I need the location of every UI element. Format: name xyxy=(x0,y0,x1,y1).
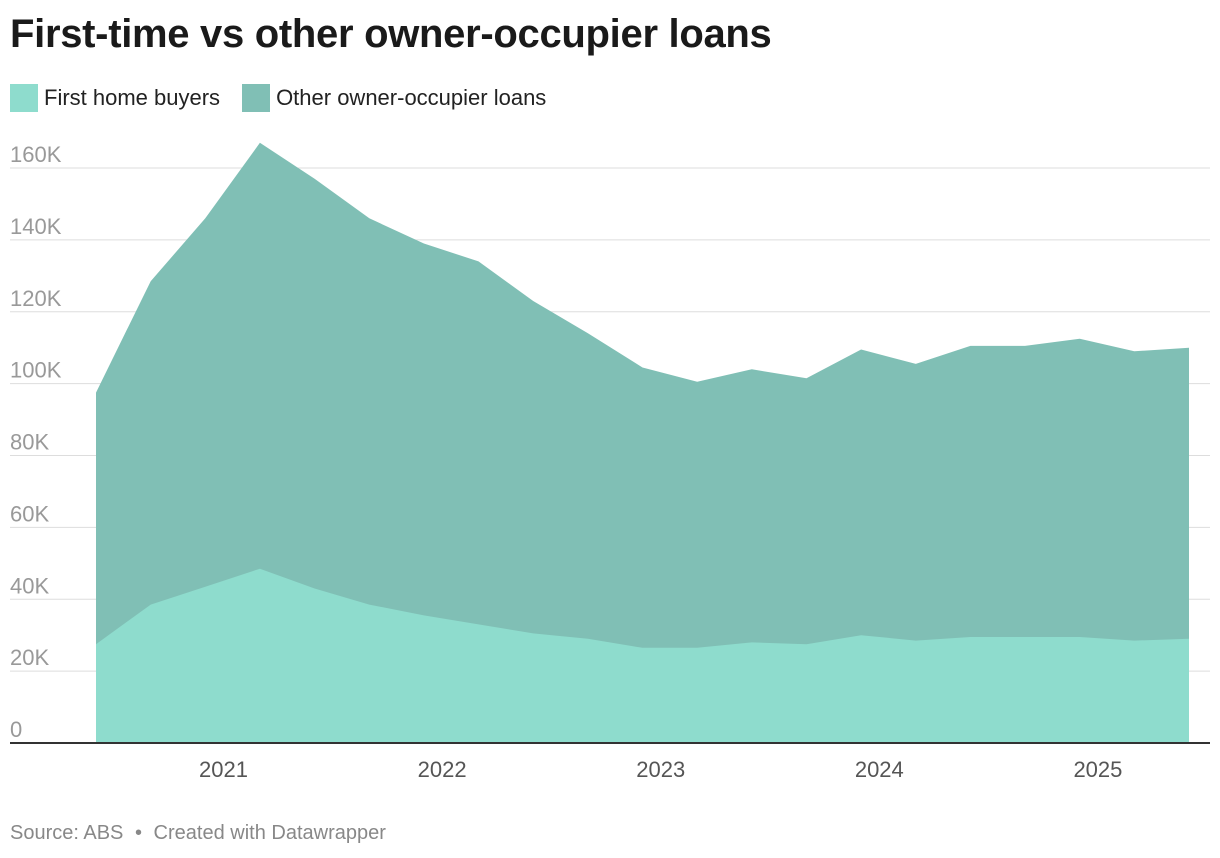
x-tick-label: 2023 xyxy=(636,757,685,782)
area-first-home-buyers xyxy=(96,568,1189,743)
y-tick-label: 80K xyxy=(10,430,49,455)
x-tick-label: 2024 xyxy=(855,757,904,782)
x-tick-label: 2022 xyxy=(418,757,467,782)
footer: Source: ABS • Created with Datawrapper xyxy=(10,822,386,845)
legend-label-first-home-buyers: First home buyers xyxy=(44,85,221,110)
area-other-owner-occupier xyxy=(96,142,1189,744)
legend: First home buyers Other owner-occupier l… xyxy=(10,84,568,112)
legend-swatch-other-owner-occupier xyxy=(242,84,271,112)
chart-title: First-time vs other owner-occupier loans xyxy=(10,12,772,56)
y-tick-label: 140K xyxy=(10,214,62,239)
x-tick-label: 2021 xyxy=(199,757,248,782)
y-tick-label: 100K xyxy=(10,358,62,383)
y-tick-label: 20K xyxy=(10,645,49,670)
area-chart: 0 20K 40K 60K 80K 100K 120K 140K 160K 2021 2022 202… xyxy=(10,142,1210,782)
y-tick-label: 0 xyxy=(10,717,22,742)
x-tick-label: 2025 xyxy=(1073,757,1122,782)
y-tick-label: 120K xyxy=(10,286,62,311)
legend-item-first-home-buyers: First home buyers xyxy=(10,84,220,112)
legend-item-other-owner-occupier: Other owner-occupier loans xyxy=(242,84,546,112)
y-tick-label: 40K xyxy=(10,573,49,598)
y-tick-label: 60K xyxy=(10,501,49,526)
source-text: Source: ABS xyxy=(10,822,124,844)
legend-label-other-owner-occupier: Other owner-occupier loans xyxy=(276,85,547,110)
credit-link[interactable]: Created with Datawrapper xyxy=(153,822,386,844)
legend-swatch-first-home-buyers xyxy=(10,84,38,112)
footer-separator: • xyxy=(134,822,142,844)
y-tick-label: 160K xyxy=(10,142,62,167)
